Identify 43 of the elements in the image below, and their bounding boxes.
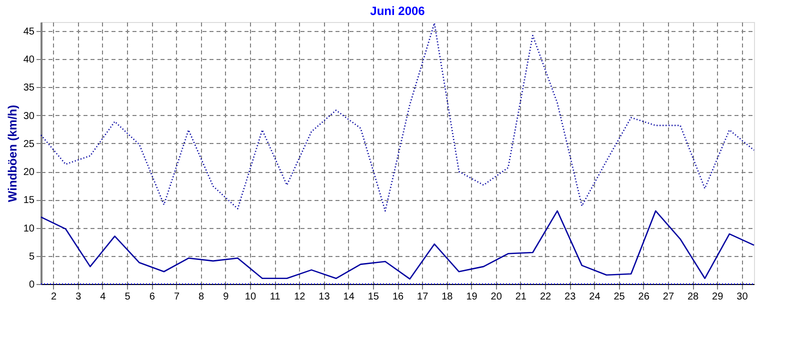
x-tick-label: 6 [149,292,156,302]
x-tick-label: 25 [614,292,626,302]
x-tick-label: 26 [638,292,650,302]
y-tick-label: 25 [23,138,35,150]
y-tick-label: 5 [28,251,35,262]
x-tick-label: 11 [270,292,281,302]
x-tick-label: 30 [736,292,748,302]
x-tick-label: 18 [442,292,454,302]
x-tick-label: 5 [124,292,131,302]
x-tick-label: 27 [662,292,674,302]
y-tick-label: 35 [23,82,35,94]
y-tick-label: 20 [23,167,35,178]
x-tick-label: 17 [417,292,429,302]
x-tick-label: 7 [174,292,180,302]
x-tick-label: 16 [392,292,404,302]
x-tick-label: 15 [368,292,380,302]
y-tick-label: 0 [28,280,35,290]
line-series [40,22,755,212]
y-tick-label: 40 [23,54,35,66]
x-tick-label: 20 [490,292,502,302]
y-axis-title: Windböen (km/h) [5,104,20,202]
chart-title: Juni 2006 [370,4,426,18]
x-tick-label: 2 [51,292,58,302]
x-tick-label: 13 [318,292,330,302]
x-tick-label: 8 [198,292,205,302]
x-tick-label: 21 [515,292,527,302]
x-tick-label: 23 [564,292,576,302]
x-tick-label: 4 [100,292,106,302]
x-tick-label: 14 [343,292,355,302]
y-tick-label: 45 [23,26,35,38]
x-tick-label: 24 [589,292,601,302]
x-tick-label: 9 [223,292,230,302]
line-series [40,210,755,280]
x-tick-label: 29 [712,292,724,302]
x-tick-label: 22 [540,292,552,302]
x-tick-label: 10 [244,292,256,302]
y-tick-label: 15 [23,195,35,206]
x-tick-label: 28 [687,292,700,302]
y-tick-label: 10 [23,223,35,234]
x-tick-label: 12 [294,292,306,302]
y-tick-label: 30 [23,110,35,122]
x-tick-label: 3 [76,292,82,302]
x-tick-label: 19 [466,292,478,302]
